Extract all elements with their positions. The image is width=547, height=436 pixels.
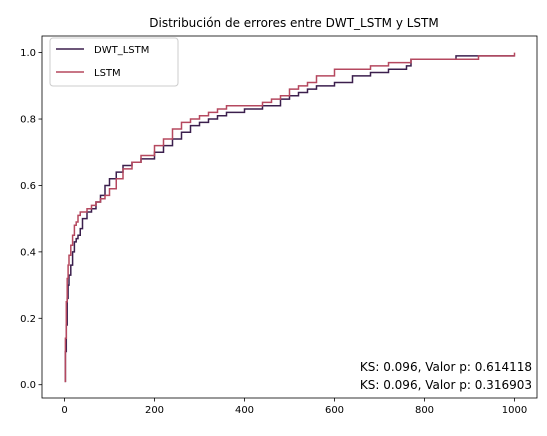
ks-annotation-2: KS: 0.096, Valor p: 0.316903 [360,378,532,392]
y-tick-label: 0.2 [20,314,36,325]
plot-frame [41,35,538,399]
legend-frame [49,37,179,87]
series-line-dwt-lstm [64,55,515,383]
y-tick-label: 0.6 [20,181,36,192]
legend: DWT_LSTM LSTM [49,37,179,87]
legend-label-lstm: LSTM [94,68,121,79]
x-tick-label: 1000 [502,405,527,416]
y-tick-label: 0.0 [20,380,36,391]
x-tick-label: 600 [325,405,344,416]
y-tick-label: 0.8 [20,115,36,126]
axes: 0 200 400 600 800 1000 0.0 0.2 0.4 0.6 0.8 1.0 [20,35,538,416]
plot-area [64,52,516,383]
series-line-lstm [64,52,516,383]
x-tick-label: 800 [415,405,434,416]
y-tick-label: 0.4 [20,247,36,258]
legend-label-dwt-lstm: DWT_LSTM [94,45,149,56]
x-tick-label: 200 [145,405,164,416]
ks-annotation-1: KS: 0.096, Valor p: 0.614118 [360,360,532,374]
x-tick-label: 400 [235,405,254,416]
x-tick-label: 0 [61,405,67,416]
chart-title: Distribución de errores entre DWT_LSTM y… [149,16,438,30]
y-tick-label: 1.0 [20,48,36,59]
